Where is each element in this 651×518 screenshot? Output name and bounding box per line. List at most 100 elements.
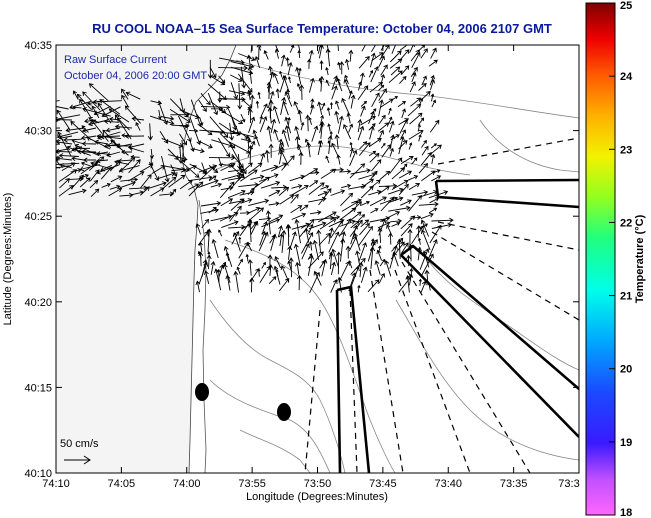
current-vector [350, 257, 366, 275]
current-vector [336, 251, 342, 275]
current-vector [339, 238, 346, 262]
current-vector [417, 123, 421, 132]
current-vector [207, 59, 213, 79]
current-vector [377, 221, 391, 229]
current-vector [261, 218, 281, 228]
current-vector [368, 110, 375, 124]
current-vector [287, 76, 291, 84]
current-vector [284, 125, 290, 141]
current-vector [56, 148, 70, 152]
current-vector [265, 210, 271, 235]
current-vector [247, 187, 255, 195]
current-vector [421, 75, 427, 86]
current-vector [405, 275, 411, 293]
current-vector [351, 266, 360, 286]
current-vector [431, 99, 437, 108]
current-vector [312, 239, 320, 260]
current-vector [411, 225, 424, 245]
current-vector [341, 97, 350, 115]
current-vector [256, 45, 262, 61]
current-vector [260, 180, 281, 189]
current-vector [391, 45, 396, 54]
current-vector [218, 108, 244, 124]
current-vector [128, 159, 141, 174]
current-vector [254, 56, 261, 69]
current-vector [117, 158, 133, 164]
current-vector [411, 157, 418, 165]
current-vector [58, 153, 79, 159]
current-vector [218, 229, 223, 237]
station-marker [277, 403, 291, 421]
current-vector [233, 270, 240, 293]
current-vector [298, 151, 304, 165]
current-vector [386, 224, 392, 235]
current-vector [81, 127, 97, 133]
colorbar-tick-label: 25 [620, 0, 632, 12]
current-vector [247, 66, 253, 84]
current-vector [398, 183, 409, 196]
current-vector [247, 218, 253, 243]
x-tick-label: 74:05 [108, 478, 136, 490]
current-vector [400, 215, 416, 230]
current-vector [210, 260, 216, 275]
current-vector [411, 72, 417, 83]
current-vector [273, 265, 281, 285]
current-vector [268, 71, 275, 85]
current-vector [368, 150, 377, 157]
current-vector [290, 193, 299, 204]
current-vector [380, 142, 386, 149]
current-vector [71, 156, 85, 162]
current-vector [325, 155, 330, 164]
current-vector [281, 155, 295, 171]
current-vector [231, 230, 240, 245]
current-vector [408, 142, 413, 150]
current-vector [378, 114, 386, 125]
current-vector [320, 168, 337, 179]
current-vector [369, 52, 376, 68]
y-axis-label: Latitude (Degrees:Minutes) [2, 193, 14, 326]
current-vector [294, 125, 301, 141]
current-vector [267, 106, 273, 124]
current-vector [318, 232, 331, 246]
current-vector [392, 251, 399, 267]
current-vector [371, 45, 379, 53]
current-vector [300, 121, 305, 131]
current-vector [72, 105, 82, 110]
x-tick-label: 73:3 [558, 478, 579, 490]
chart-title: RU COOL NOAA–15 Sea Surface Temperature:… [92, 21, 552, 36]
y-tick-label: 40:35 [24, 40, 52, 52]
current-vector [418, 201, 439, 207]
current-vector [70, 120, 92, 141]
current-vector [348, 123, 354, 133]
current-vector [179, 133, 187, 146]
current-vector [341, 231, 347, 244]
current-vector [339, 207, 357, 221]
current-vector [95, 158, 109, 164]
current-vector [416, 225, 422, 238]
current-vector [420, 212, 434, 220]
current-vector [180, 164, 197, 173]
current-vector [348, 49, 354, 62]
current-vector [278, 186, 290, 196]
current-vector [350, 224, 358, 245]
current-vector [56, 143, 61, 145]
current-vector [274, 256, 282, 269]
current-vector [274, 48, 280, 59]
current-vector [288, 257, 294, 278]
colorbar-tick-label: 19 [620, 437, 632, 449]
current-vector [151, 165, 166, 174]
current-vector [72, 90, 79, 100]
current-vector [277, 225, 284, 238]
current-vector [247, 140, 256, 158]
current-vector [309, 271, 321, 293]
current-vector [368, 69, 374, 78]
y-tick-label: 40:25 [24, 211, 52, 223]
current-vector [268, 189, 281, 197]
current-vector [217, 137, 231, 158]
current-vector [261, 261, 266, 269]
current-vector [399, 119, 408, 134]
current-vector [391, 167, 406, 180]
current-vector [108, 116, 121, 122]
current-vector [157, 171, 176, 180]
current-vector [281, 229, 287, 253]
